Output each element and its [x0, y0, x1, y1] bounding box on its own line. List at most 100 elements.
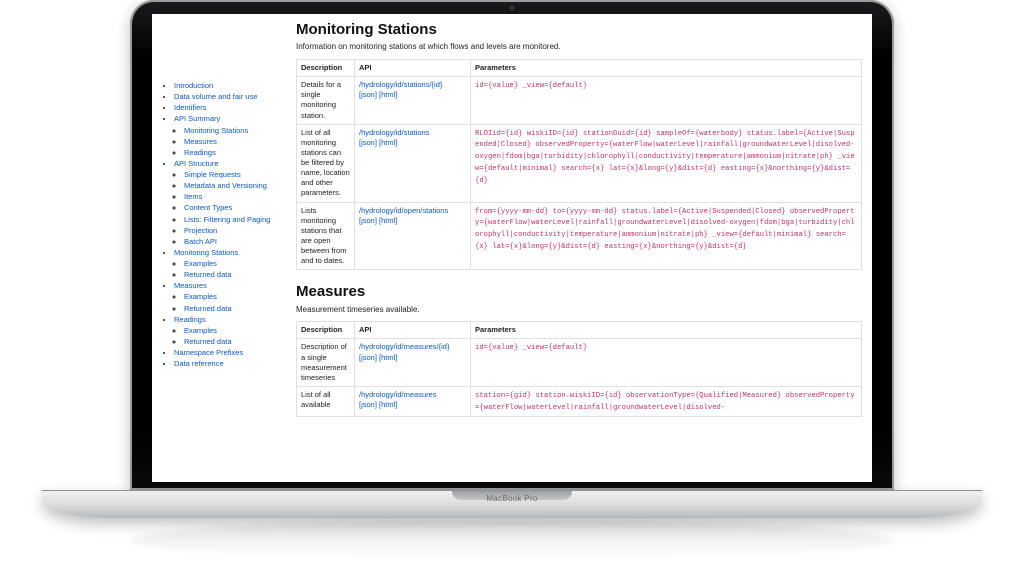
nav-m-returned: Returned data [184, 304, 292, 314]
nav-projection: Projection [184, 226, 292, 236]
api-html-link[interactable]: [html] [377, 400, 397, 409]
col-api: API [355, 60, 471, 77]
nav-data-reference: Data reference [174, 359, 292, 369]
nav-sum-monitoring-stations-link[interactable]: Monitoring Stations [184, 126, 248, 135]
nav-identifiers-link[interactable]: Identifiers [174, 103, 207, 112]
nav-r-examples: Examples [184, 326, 292, 336]
nav-lists-filtering: Lists: Filtering and Paging [184, 215, 292, 225]
api-endpoint-link[interactable]: /hydrology/id/open/stations [359, 206, 448, 215]
nav-namespace-prefixes-link[interactable]: Namespace Prefixes [174, 348, 243, 357]
nav-ms-returned: Returned data [184, 270, 292, 280]
cell-description: Details for a single monitoring station. [297, 77, 355, 125]
cell-api: /hydrology/id/stations/{id}[json] [html] [355, 77, 471, 125]
cell-parameters: from={yyyy-mm-dd} to={yyyy-mm-dd} status… [471, 202, 862, 270]
nav-content-types-link[interactable]: Content Types [184, 203, 232, 212]
cell-description: List of all monitoring stations can be f… [297, 124, 355, 202]
nav-metadata-versioning: Metadata and Versioning [184, 181, 292, 191]
nav-namespace-prefixes: Namespace Prefixes [174, 348, 292, 358]
cell-api: /hydrology/id/measures/{id} [json] [html] [355, 339, 471, 387]
params-code: id={value} _view={default} [475, 82, 587, 90]
api-endpoint-link[interactable]: /hydrology/id/stations [359, 128, 429, 137]
nav-content-types: Content Types [184, 203, 292, 213]
nav-projection-link[interactable]: Projection [184, 226, 217, 235]
reflection [130, 520, 894, 560]
nav-simple-requests: Simple Requests [184, 170, 292, 180]
monitoring-table: Description API Parameters Details for a… [296, 59, 862, 270]
nav-r-returned: Returned data [184, 337, 292, 347]
nav-identifiers: Identifiers [174, 103, 292, 113]
laptop-base: MacBook Pro [42, 490, 982, 518]
cell-api: /hydrology/id/measures[json] [html] [355, 386, 471, 416]
nav-api-structure-link[interactable]: API Structure [174, 159, 219, 168]
main-content: Monitoring Stations Information on monit… [292, 20, 862, 482]
col-desc: Description [297, 322, 355, 339]
nav-m-examples: Examples [184, 292, 292, 302]
api-html-link[interactable]: [html] [377, 216, 397, 225]
nav-ms-returned-link[interactable]: Returned data [184, 270, 232, 279]
api-endpoint-link[interactable]: /hydrology/id/stations/{id} [359, 80, 442, 89]
api-json-link[interactable]: [json] [359, 216, 377, 225]
nav-data-reference-link[interactable]: Data reference [174, 359, 224, 368]
nav-monitoring-stations-link[interactable]: Monitoring Stations [174, 248, 238, 257]
nav-api-summary: API Summary Monitoring Stations Measures Re… [174, 114, 292, 158]
cell-parameters: id={value} _view={default} [471, 77, 862, 125]
api-json-link[interactable]: [json] [359, 353, 377, 362]
nav-sum-readings-link[interactable]: Readings [184, 148, 216, 157]
nav-sum-measures-link[interactable]: Measures [184, 137, 217, 146]
nav-monitoring-stations: Monitoring Stations Examples Returned data [174, 248, 292, 280]
nav-metadata-versioning-link[interactable]: Metadata and Versioning [184, 181, 267, 190]
cell-parameters: id={value} _view={default} [471, 339, 862, 387]
api-json-link[interactable]: [json] [359, 400, 377, 409]
nav-sum-measures: Measures [184, 137, 292, 147]
screen: Introduction Data volume and fair use Iden… [152, 14, 872, 482]
nav-measures-sublist: Examples Returned data [174, 292, 292, 313]
nav-monitoring-stations-sublist: Examples Returned data [174, 259, 292, 280]
nav-data-volume: Data volume and fair use [174, 92, 292, 102]
nav-lists-filtering-link[interactable]: Lists: Filtering and Paging [184, 215, 270, 224]
nav-batch-api: Batch API [184, 237, 292, 247]
nav-introduction-link[interactable]: Introduction [174, 81, 213, 90]
nav-data-volume-link[interactable]: Data volume and fair use [174, 92, 257, 101]
page: Introduction Data volume and fair use Iden… [152, 14, 872, 482]
nav-items-link[interactable]: Items [184, 192, 202, 201]
col-params: Parameters [471, 60, 862, 77]
nav-batch-api-link[interactable]: Batch API [184, 237, 217, 246]
api-html-link[interactable]: [html] [377, 138, 397, 147]
api-json-link[interactable]: [json] [359, 90, 377, 99]
nav-api-summary-link[interactable]: API Summary [174, 114, 220, 123]
col-params: Parameters [471, 322, 862, 339]
laptop-frame: Introduction Data volume and fair use Iden… [130, 0, 894, 518]
nav-m-examples-link[interactable]: Examples [184, 292, 217, 301]
nav-ms-examples-link[interactable]: Examples [184, 259, 217, 268]
cell-description: Description of a single measurement time… [297, 339, 355, 387]
nav-api-structure: API Structure Simple Requests Metadata and… [174, 159, 292, 247]
api-endpoint-link[interactable]: /hydrology/id/measures [359, 390, 437, 399]
cell-parameters: RLOIid={id} wiskiID={id} stationGuid={id… [471, 124, 862, 202]
nav-api-summary-sublist: Monitoring Stations Measures Readings [174, 126, 292, 158]
api-endpoint-link[interactable]: /hydrology/id/measures/{id} [359, 342, 449, 351]
api-json-link[interactable]: [json] [359, 138, 377, 147]
table-row: Description of a single measurement time… [297, 339, 862, 387]
api-html-link[interactable]: [html] [377, 90, 397, 99]
measures-table: Description API Parameters Description o… [296, 321, 862, 417]
nav-measures-link[interactable]: Measures [174, 281, 207, 290]
table-row: Details for a single monitoring station.… [297, 77, 862, 125]
table-row: List of all monitoring stations can be f… [297, 124, 862, 202]
params-code: from={yyyy-mm-dd} to={yyyy-mm-dd} status… [475, 208, 855, 251]
nav-simple-requests-link[interactable]: Simple Requests [184, 170, 241, 179]
nav-sum-readings: Readings [184, 148, 292, 158]
nav-api-structure-sublist: Simple Requests Metadata and Versioning It… [174, 170, 292, 247]
nav-r-examples-link[interactable]: Examples [184, 326, 217, 335]
nav-m-returned-link[interactable]: Returned data [184, 304, 232, 313]
nav-items: Items [184, 192, 292, 202]
nav-r-returned-link[interactable]: Returned data [184, 337, 232, 346]
api-html-link[interactable]: [html] [377, 353, 397, 362]
nav-list: Introduction Data volume and fair use Iden… [162, 81, 292, 369]
nav-ms-examples: Examples [184, 259, 292, 269]
params-code: station={gid} station.wiskiID={id} obser… [475, 392, 855, 412]
section-title-measures: Measures [296, 282, 862, 302]
nav-readings-link[interactable]: Readings [174, 315, 206, 324]
laptop-bezel: Introduction Data volume and fair use Iden… [130, 0, 894, 490]
sidebar-nav: Introduction Data volume and fair use Iden… [162, 20, 292, 482]
table-row: Lists monitoring stations that are open … [297, 202, 862, 270]
